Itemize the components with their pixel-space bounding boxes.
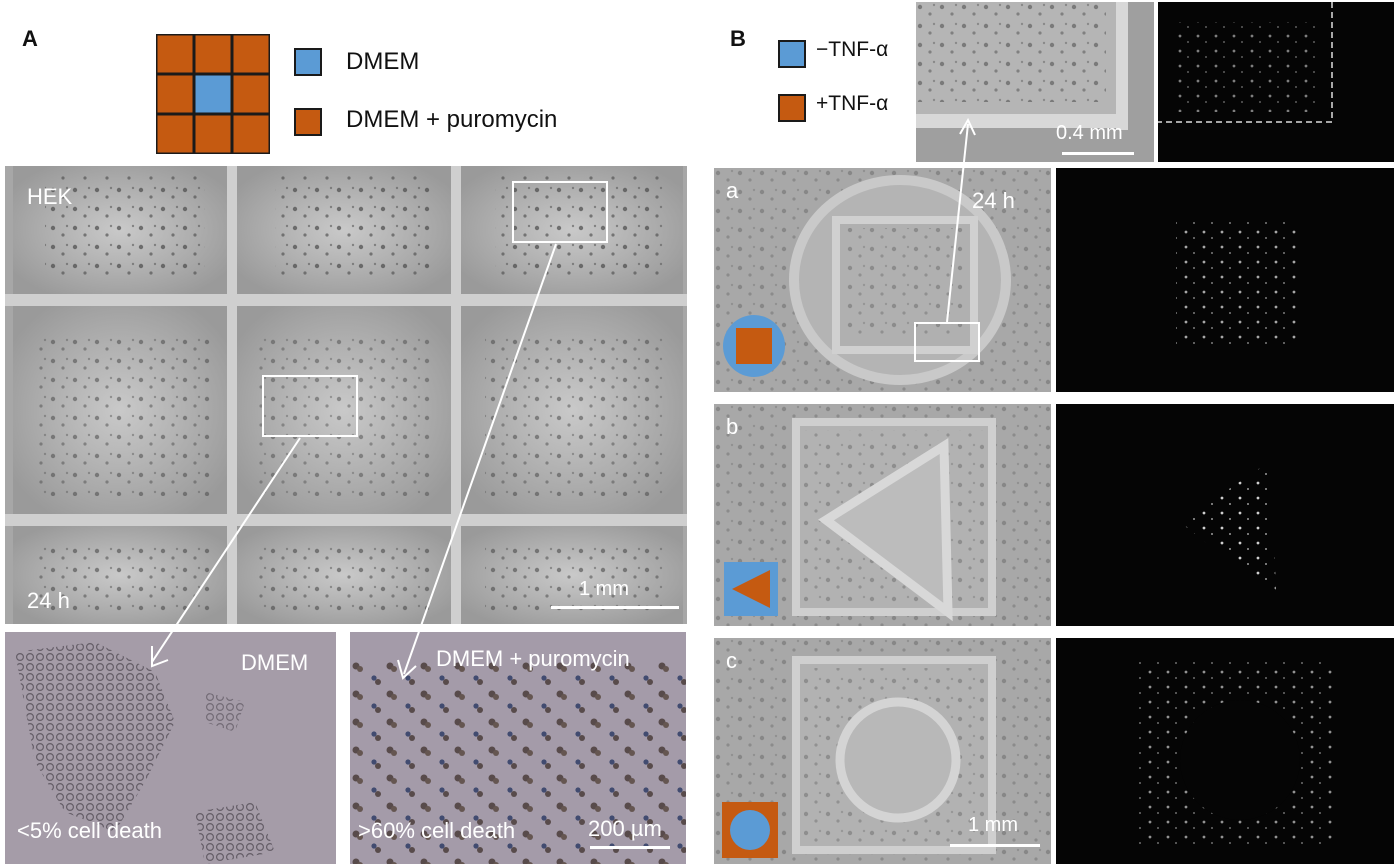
panel-b-letter: B xyxy=(730,26,746,51)
hek-well-array-image: HEK 24 h 1 mm xyxy=(5,166,687,624)
row-b-shape-svg xyxy=(724,562,778,616)
row-a-shape-svg xyxy=(723,315,785,377)
inset-fluorescence-image xyxy=(1158,2,1394,162)
row-a-fluorescence-svg xyxy=(1176,220,1296,348)
bottom-scale-label: 1 mm xyxy=(968,814,1018,836)
legend-puromycin-swatch xyxy=(294,108,322,136)
well-layout-grid xyxy=(156,34,270,154)
row-b-fluorescence-svg xyxy=(1180,460,1276,598)
time-label: 24 h xyxy=(27,588,70,613)
puromycin-zoom-image: DMEM + puromycin >60% cell death 200 µm xyxy=(350,632,686,864)
cell-line-label: HEK xyxy=(27,184,73,209)
puromycin-zoom-result: >60% cell death xyxy=(358,818,516,843)
inset-scale-bar xyxy=(1062,152,1134,155)
bottom-scale-bar xyxy=(950,844,1040,847)
row-c-fluorescence-image xyxy=(1056,638,1394,864)
row-b-letter: b xyxy=(726,414,739,439)
puromycin-zoom-medium: DMEM + puromycin xyxy=(436,646,630,671)
center-well-zoom-box xyxy=(262,375,358,437)
inset-fluorescence-svg xyxy=(1158,2,1333,123)
main-scale-bar xyxy=(551,606,679,609)
main-scale-label: 1 mm xyxy=(579,578,629,600)
row-b-brightfield-image: b xyxy=(714,404,1051,626)
row-c-shape-svg xyxy=(722,802,778,858)
legend-plus-tnf-label: +TNF-α xyxy=(816,92,889,115)
row-a-fluorescence-image xyxy=(1056,168,1394,392)
inset-brightfield-image: 0.4 mm xyxy=(916,2,1154,162)
legend-plus-tnf-swatch xyxy=(778,94,806,122)
row-b-shape-icon xyxy=(724,562,778,616)
row-c-fluorescence-svg xyxy=(1136,660,1336,850)
dmem-zoom-image: DMEM <5% cell death xyxy=(5,632,336,864)
row-c-letter: c xyxy=(726,648,737,673)
inset-scale-label: 0.4 mm xyxy=(1056,122,1123,144)
legend-minus-tnf-label: −TNF-α xyxy=(816,38,889,61)
panel-a-letter: A xyxy=(22,26,38,51)
row-a-brightfield-image: a 24 h xyxy=(714,168,1051,392)
row-a-shape-icon xyxy=(722,314,786,378)
inset-brightfield-svg xyxy=(916,2,1128,130)
puromycin-zoom-svg xyxy=(350,662,686,864)
corner-well-zoom-box xyxy=(512,181,608,243)
legend-dmem-label: DMEM xyxy=(346,48,420,75)
legend-puromycin-label: DMEM + puromycin xyxy=(346,106,558,133)
row-a-letter: a xyxy=(726,178,739,203)
row-c-brightfield-image: c 1 mm xyxy=(714,638,1051,864)
arrow-time-label: 24 h xyxy=(972,188,1015,213)
row-c-shape-icon xyxy=(722,802,778,858)
dmem-zoom-svg xyxy=(15,642,275,864)
legend-dmem-swatch xyxy=(294,48,322,76)
dmem-zoom-medium: DMEM xyxy=(241,650,309,675)
row-a-zoom-box xyxy=(914,322,980,362)
puromycin-zoom-scale-bar xyxy=(590,846,670,849)
dmem-zoom-result: <5% cell death xyxy=(17,818,162,843)
well-layout-grid-svg xyxy=(156,34,270,154)
row-b-fluorescence-image xyxy=(1056,404,1394,626)
legend-minus-tnf-swatch xyxy=(778,40,806,68)
puromycin-zoom-scale-label: 200 µm xyxy=(588,816,662,841)
